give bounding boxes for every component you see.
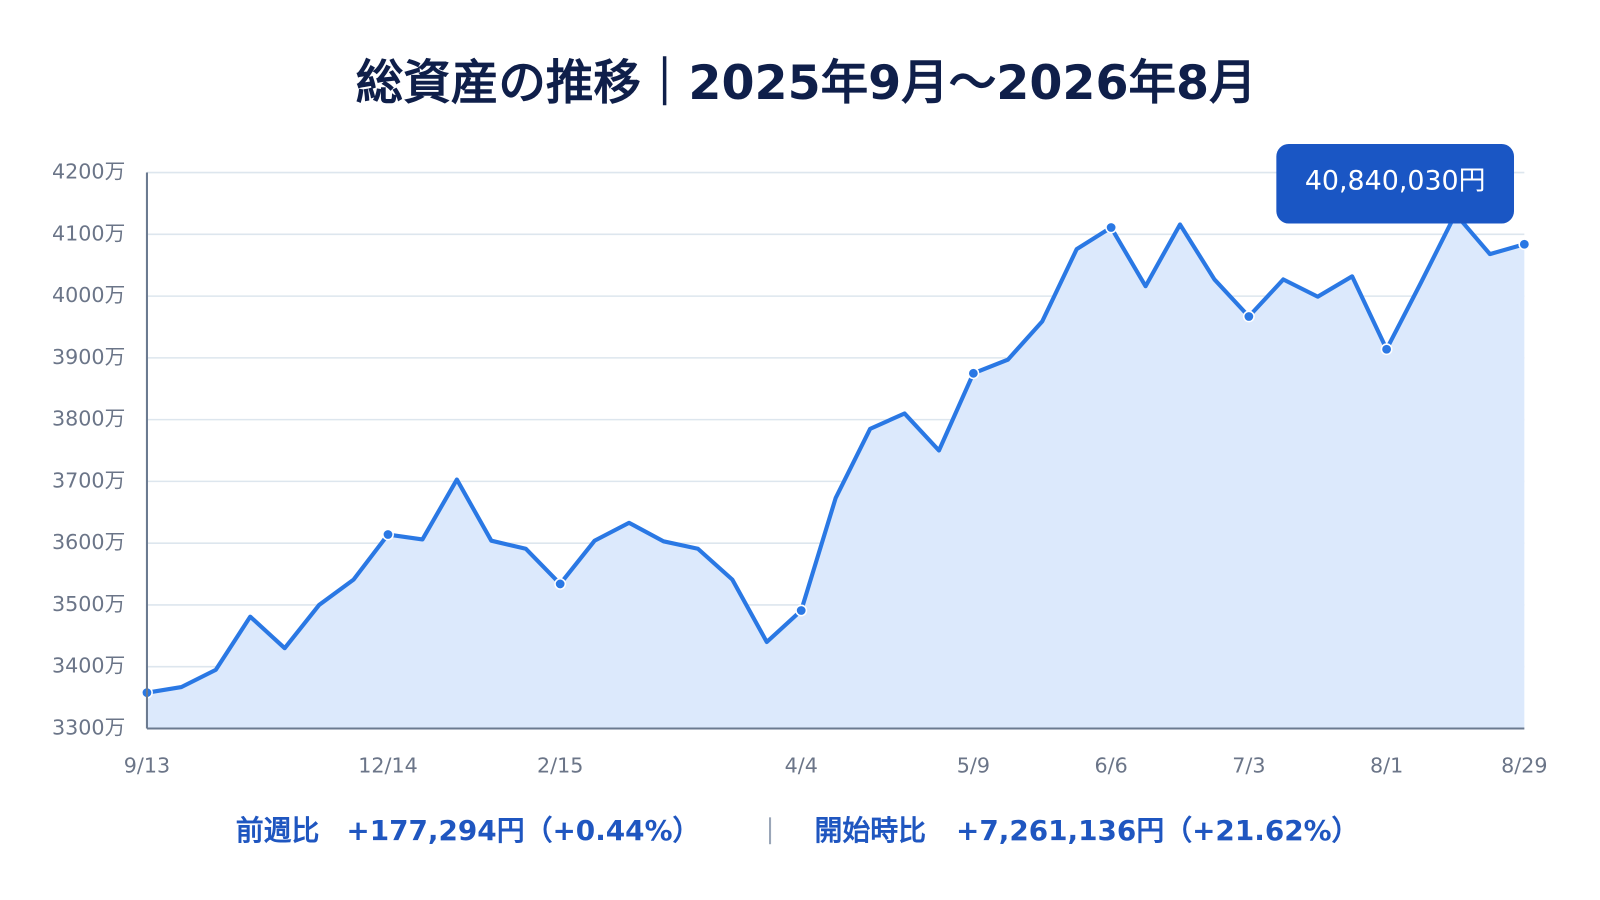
- point: [1518, 238, 1531, 251]
- point: [1242, 310, 1255, 323]
- line: [146, 211, 1525, 695]
- x-tick-label: 2/15: [537, 754, 583, 778]
- y-tick-label: 3500万: [52, 592, 125, 616]
- y-tick-label: 3400万: [52, 654, 125, 678]
- y-tick-label: 3700万: [52, 468, 125, 492]
- x-tick-label: 4/4: [785, 754, 818, 778]
- x-tick-label: 6/6: [1095, 754, 1128, 778]
- point: [967, 367, 980, 380]
- area: [146, 213, 1525, 729]
- y-tick-label: 4200万: [52, 160, 125, 184]
- value-label: 40,840,030円: [1305, 166, 1486, 197]
- point: [795, 604, 808, 617]
- summary-value: +7,261,136円（+21.62%）: [956, 814, 1359, 847]
- x-tick-label: 9/13: [124, 754, 170, 778]
- y-tick-label: 4100万: [52, 221, 125, 245]
- y-tick-label: 3800万: [52, 407, 125, 431]
- x-tick-label: 7/3: [1232, 754, 1265, 778]
- y-tick-label: 4000万: [52, 283, 125, 307]
- x-tick-label: 8/29: [1501, 754, 1547, 778]
- point: [554, 577, 567, 590]
- chart-title: 総資産の推移｜2025年9月〜2026年8月: [356, 56, 1257, 111]
- y-tick-label: 3900万: [52, 345, 125, 369]
- x-tick-label: 12/14: [358, 754, 418, 778]
- summary-label: 開始時比: [814, 814, 926, 847]
- y-tick-label: 3300万: [52, 715, 125, 739]
- point: [1380, 343, 1393, 356]
- x-tick-label: 5/9: [957, 754, 990, 778]
- summary-value: +177,294円（+0.44%）: [346, 814, 700, 847]
- point: [1105, 221, 1118, 234]
- x-tick-label: 8/1: [1370, 754, 1403, 778]
- summary-label: 前週比: [236, 814, 320, 847]
- y-tick-label: 3600万: [52, 530, 125, 554]
- value-callout: [1276, 143, 1515, 224]
- point: [382, 528, 394, 541]
